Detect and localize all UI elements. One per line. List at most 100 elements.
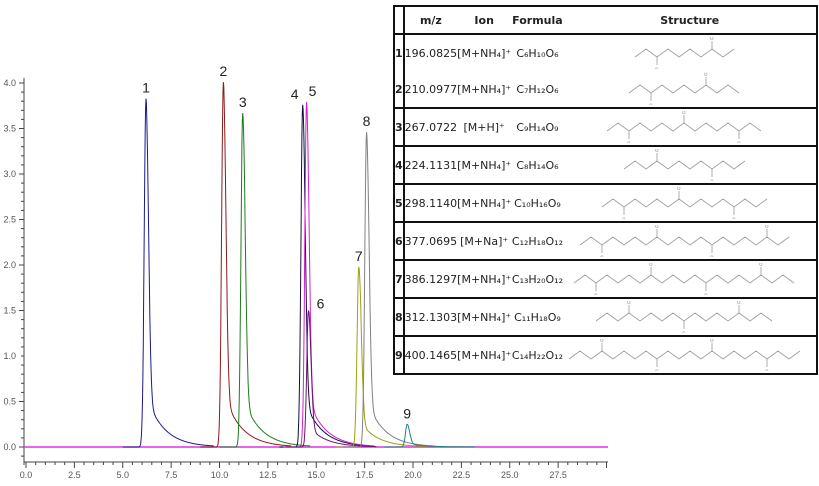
- peak-trace-3: [219, 112, 311, 448]
- peak-label: 3: [239, 94, 247, 110]
- ion-cell: [M+NH₄]⁺: [457, 82, 512, 96]
- row-index: 9: [394, 335, 405, 374]
- svg-text:o: o: [704, 292, 708, 295]
- peak-label: 8: [363, 113, 371, 129]
- mz-cell: 267.0722: [403, 107, 458, 146]
- structure-drawing: o o o: [563, 297, 817, 336]
- svg-text:o: o: [655, 149, 659, 154]
- svg-text:o: o: [710, 254, 714, 257]
- peak-label: 7: [355, 248, 363, 264]
- svg-text:o: o: [655, 368, 659, 371]
- svg-text:o: o: [655, 225, 659, 230]
- mz-cell: 224.1131: [403, 145, 458, 184]
- x-tick-label: 27.5: [549, 470, 567, 480]
- x-tick-label: 25.0: [501, 470, 519, 480]
- x-tick-label: 0.0: [20, 470, 33, 480]
- formula-cell: C₉H₁₄O₉: [511, 107, 564, 146]
- peak-trace-4: [279, 104, 371, 448]
- svg-text:o: o: [600, 339, 604, 344]
- y-tick-label: 1.0: [3, 351, 16, 361]
- formula-cell: C₁₁H₁₈O₉: [511, 297, 564, 336]
- row-index: 4: [394, 145, 405, 184]
- formula-cell: C₁₃H₂₀O₁₂: [511, 259, 564, 298]
- header-structure: Structure: [563, 6, 817, 35]
- y-tick-label: 2.5: [3, 215, 16, 225]
- ion-cell: [M+H]⁺: [457, 107, 512, 146]
- formula-cell: C₆H₁₀O₆: [511, 33, 564, 71]
- peak-label: 9: [403, 405, 411, 421]
- structure-drawing: oo: [563, 33, 817, 71]
- peak-label: 1: [142, 79, 150, 95]
- y-tick-label: 1.5: [3, 306, 16, 316]
- mz-cell: 196.0825: [403, 33, 458, 71]
- ion-cell: [M+NH₄]⁺: [457, 33, 512, 71]
- mz-cell: 377.0695: [403, 221, 458, 260]
- ion-cell: [M+NH₄]⁺: [457, 259, 512, 298]
- x-tick-label: 10.0: [211, 470, 229, 480]
- x-tick-label: 2.5: [68, 470, 81, 480]
- peak-label: 4: [291, 86, 299, 102]
- ion-cell: [M+NH₄]⁺: [457, 145, 512, 184]
- header-ion: Ion: [457, 6, 512, 35]
- svg-text:o: o: [627, 301, 631, 306]
- compound-table: m/z Ion Formula Structure 1 196.0825 [M+NH…: [393, 5, 818, 375]
- formula-cell: C₁₂H₁₈O₁₂: [511, 221, 564, 260]
- structure-drawing: o o o: [563, 107, 817, 146]
- svg-text:o: o: [737, 140, 741, 143]
- svg-text:o: o: [622, 216, 626, 219]
- peak-trace-9: [384, 423, 475, 448]
- svg-text:o: o: [737, 301, 741, 306]
- svg-text:o: o: [682, 330, 686, 333]
- svg-text:o: o: [710, 178, 714, 181]
- y-tick-label: 0.0: [3, 442, 16, 452]
- structure-drawing: oo: [563, 145, 817, 184]
- structure-drawing: o o o o: [563, 259, 817, 298]
- svg-text:o: o: [704, 73, 708, 78]
- structure-drawing: o o o: [563, 183, 817, 222]
- chromatogram-chart: 0.0 0.5 1.0 1.5 2.0 2.5 3.0 3.5 4.0 0.0 2.5 5.0 7.5 1…: [3, 63, 608, 480]
- mz-cell: 386.1297: [403, 259, 458, 298]
- header-mz: m/z: [403, 6, 458, 35]
- mz-cell: 210.0977: [404, 82, 458, 96]
- svg-text:o: o: [649, 102, 653, 105]
- peak-label: 2: [219, 63, 227, 79]
- peak-label: 5: [309, 83, 317, 99]
- svg-text:o: o: [655, 66, 659, 69]
- structure-drawing: o o o o: [563, 335, 817, 374]
- header-formula: Formula: [511, 6, 564, 35]
- peak-trace-2: [200, 82, 292, 448]
- x-tick-label: 17.5: [356, 470, 374, 480]
- row-index: 2: [394, 71, 405, 108]
- ion-cell: [M+NH₄]⁺: [457, 297, 512, 336]
- table-header-row: m/z Ion Formula Structure: [394, 6, 817, 35]
- row-index: 6: [394, 221, 405, 260]
- svg-text:o: o: [682, 111, 686, 116]
- mz-cell: 298.1140: [403, 183, 458, 222]
- y-tick-label: 2.0: [3, 260, 16, 270]
- structure-drawing: o o o o: [563, 221, 817, 260]
- x-tick-label: 5.0: [116, 470, 129, 480]
- y-tick-label: 3.5: [3, 124, 16, 134]
- structure-drawing: oo: [564, 71, 817, 108]
- traces: [24, 82, 608, 448]
- svg-text:o: o: [710, 339, 714, 344]
- y-tick-label: 0.5: [3, 397, 16, 407]
- header-index: [394, 6, 405, 35]
- mz-cell: 312.1303: [403, 297, 458, 336]
- svg-text:o: o: [765, 368, 769, 371]
- x-tick-label: 15.0: [307, 470, 325, 480]
- svg-text:o: o: [627, 140, 631, 143]
- svg-text:o: o: [710, 37, 714, 42]
- y-tick-label: 3.0: [3, 169, 16, 179]
- svg-text:o: o: [759, 263, 763, 268]
- row-index: 8: [394, 297, 405, 336]
